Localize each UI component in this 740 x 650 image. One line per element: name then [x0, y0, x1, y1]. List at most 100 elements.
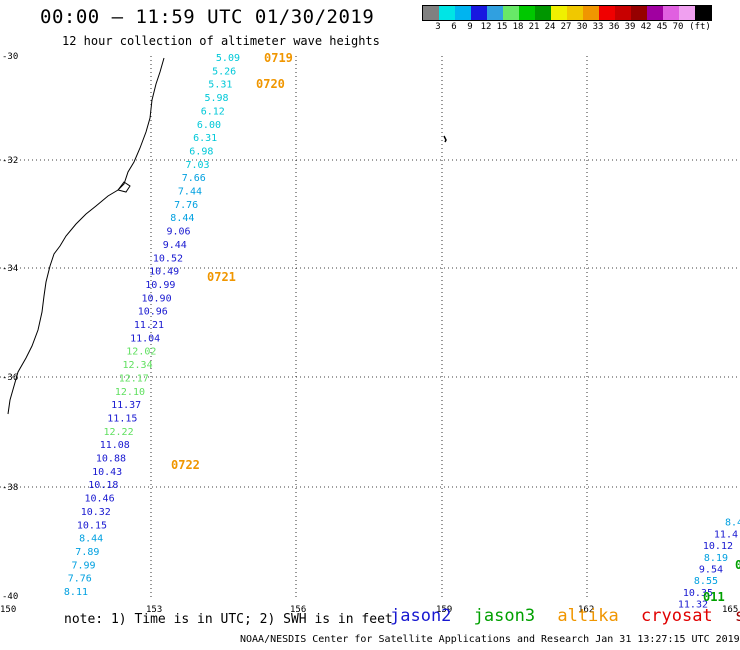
color-scale-bar	[422, 5, 712, 21]
satellite-legend: jason2 jason3 altika cryosat s3a	[390, 606, 740, 626]
lord-howe-island	[443, 135, 447, 143]
scale-label: 18	[512, 22, 524, 32]
swh-value: 5.31	[208, 80, 232, 91]
swh-track-main: 5.09 5.26 5.31 5.98 6.12 6.00 6.31 6.98 7.03 7.66…	[64, 53, 240, 598]
legend-cryosat: cryosat	[641, 606, 713, 626]
map-subtitle: 12 hour collection of altimeter wave hei…	[62, 34, 380, 48]
swh-value: 9.06	[167, 227, 191, 238]
swh-value: 9.44	[163, 240, 187, 251]
lon-label: 153	[146, 605, 162, 615]
legend-s3a: s3a	[735, 606, 740, 626]
swh-value: 7.66	[182, 173, 206, 184]
swh-value: 10.96	[138, 307, 168, 318]
scale-swatch	[599, 6, 615, 20]
scale-swatch	[519, 6, 535, 20]
swh-value: 6.31	[193, 133, 217, 144]
scale-label: 6	[451, 22, 457, 32]
lon-label: 156	[290, 605, 306, 615]
lat-label: -34	[2, 264, 18, 274]
swh-value: 6.12	[201, 106, 225, 117]
swh-value: 7.44	[178, 187, 202, 198]
swh-value: 11.15	[107, 413, 137, 424]
scale-label: 45	[656, 22, 668, 32]
swh-value: 7.99	[72, 560, 96, 571]
footer-credit: NOAA/NESDIS Center for Satellite Applica…	[240, 634, 740, 645]
swh-value: 9.54	[699, 565, 723, 576]
swh-value: 8.55	[694, 576, 718, 587]
swh-value: 10.35	[683, 588, 713, 599]
swh-value: 10.46	[84, 494, 114, 505]
swh-value: 7.76	[68, 574, 92, 585]
scale-label: (ft)	[689, 22, 711, 32]
pass-time-label: 011	[703, 590, 725, 604]
swh-value: 7.03	[186, 160, 210, 171]
note-text: note: 1) Time is in UTC; 2) SWH is in fe…	[64, 612, 393, 627]
coastline	[7, 57, 165, 415]
scale-label: 15	[496, 22, 508, 32]
lon-label: 162	[578, 605, 594, 615]
map-title: 00:00 – 11:59 UTC 01/30/2019	[40, 6, 375, 28]
swh-value: 8.19	[704, 553, 728, 564]
scale-label: 30	[576, 22, 588, 32]
scale-label: 36	[608, 22, 620, 32]
swh-value: 8.11	[64, 587, 88, 598]
pass-time-label: 0	[735, 558, 740, 572]
swh-value: 11.21	[134, 320, 164, 331]
lat-label: -32	[2, 156, 18, 166]
swh-value: 12.17	[119, 373, 149, 384]
lat-label: -40	[2, 592, 18, 602]
scale-swatch	[679, 6, 695, 20]
swh-value: 12.34	[122, 360, 152, 371]
scale-label: 33	[592, 22, 604, 32]
scale-swatch	[535, 6, 551, 20]
legend-jason3: jason3	[473, 606, 536, 626]
scale-label: 70	[672, 22, 684, 32]
scale-swatch	[631, 6, 647, 20]
scale-label: 3	[435, 22, 441, 32]
pass-time-label: 0721	[207, 270, 236, 284]
scale-swatch	[647, 6, 663, 20]
lat-label: -30	[2, 52, 18, 62]
swh-value: 10.49	[149, 267, 179, 278]
scale-label: 12	[480, 22, 492, 32]
lon-label: 150	[0, 605, 16, 615]
swh-value: 6.00	[197, 120, 221, 131]
scale-label: 9	[467, 22, 473, 32]
swh-value: 10.32	[81, 507, 111, 518]
swh-value: 10.52	[153, 253, 183, 264]
swh-value: 7.76	[174, 200, 198, 211]
scale-label: 24	[544, 22, 556, 32]
pass-time-label: 0719	[264, 51, 293, 65]
swh-value: 10.99	[145, 280, 175, 291]
pass-time-label: 0720	[256, 77, 285, 91]
scale-label: 27	[560, 22, 572, 32]
swh-value: 7.89	[75, 547, 99, 558]
swh-value: 10.90	[141, 293, 171, 304]
color-scale-labels: 3 6 9 12 15 18 21 24 27 30 33 36 39 42 45 70 (ft)	[422, 22, 740, 34]
lon-label: 159	[436, 605, 452, 615]
swh-value: 5.09	[216, 53, 240, 64]
coastline-detail	[117, 181, 131, 193]
scale-swatch	[423, 6, 439, 20]
swh-value: 10.88	[96, 454, 126, 465]
scale-swatch	[551, 6, 567, 20]
scale-swatch	[455, 6, 471, 20]
swh-value: 8.44	[79, 534, 103, 545]
scale-label: 21	[528, 22, 540, 32]
scale-label: 42	[640, 22, 652, 32]
swh-value: 10.15	[77, 520, 107, 531]
legend-jason2: jason2	[390, 606, 452, 626]
pass-time-label: 0722	[171, 458, 200, 472]
swh-value: 11.04	[130, 333, 160, 344]
lat-label: -36	[2, 373, 18, 383]
swh-value: 10.43	[92, 467, 122, 478]
swh-value: 8.44	[170, 213, 194, 224]
swh-value: 11.08	[100, 440, 130, 451]
scale-swatch	[615, 6, 631, 20]
swh-value: 8.4	[725, 518, 740, 529]
scale-swatch	[583, 6, 599, 20]
swh-value: 11.4	[714, 529, 738, 540]
swh-value: 10.18	[88, 480, 118, 491]
